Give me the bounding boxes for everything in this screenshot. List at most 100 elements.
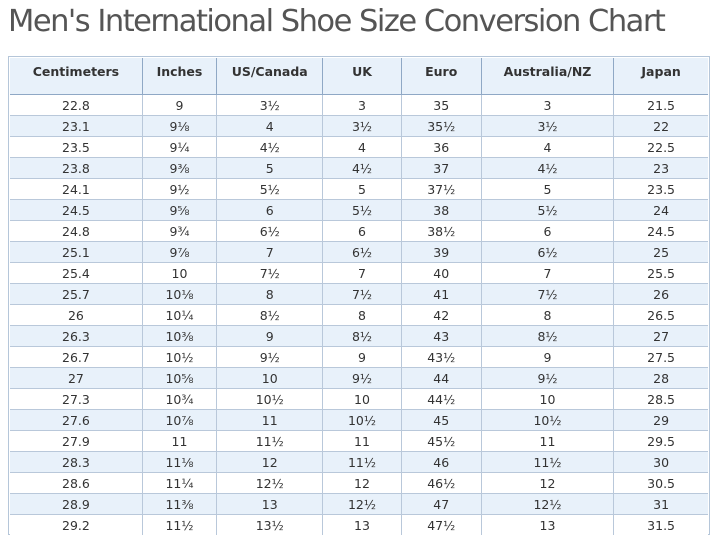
table-cell-us-canada: 12 [216, 451, 323, 473]
table-cell-australia-nz: 6½ [480, 241, 614, 263]
table-cell-japan: 30.5 [613, 472, 708, 494]
table-cell-euro: 37½ [400, 178, 482, 200]
table-cell-us-canada: 5½ [216, 178, 323, 200]
table-cell-euro: 47½ [400, 514, 482, 535]
table-row: 28.6 11¼ 12½ 12 46½ 12 30.5 [10, 472, 708, 494]
table-cell-japan: 29.5 [613, 430, 708, 452]
table-cell-euro: 35 [400, 94, 482, 116]
table-cell-inches: 10⅝ [141, 367, 217, 389]
table-cell-japan: 24.5 [613, 220, 708, 242]
table-row: 29.2 11½ 13½ 13 47½ 13 31.5 [10, 514, 708, 535]
table-cell-japan: 23 [613, 157, 708, 179]
table-cell-centimeters: 29.2 [10, 514, 143, 535]
table-cell-inches: 10⅜ [141, 325, 217, 347]
table-cell-australia-nz: 12 [480, 472, 614, 494]
size-conversion-table: Centimeters Inches US/Canada UK Euro Australi… [10, 58, 708, 535]
table-cell-australia-nz: 7½ [480, 283, 614, 305]
table-cell-japan: 22.5 [613, 136, 708, 158]
table-cell-centimeters: 27.3 [10, 388, 143, 410]
table-cell-japan: 30 [613, 451, 708, 473]
table-cell-uk: 6½ [322, 241, 402, 263]
table-cell-australia-nz: 3½ [480, 115, 614, 137]
table-cell-euro: 45 [400, 409, 482, 431]
table-cell-australia-nz: 11 [480, 430, 614, 452]
table-cell-australia-nz: 10 [480, 388, 614, 410]
page-title: Men's International Shoe Size Conversion… [8, 4, 666, 39]
table-cell-australia-nz: 6 [480, 220, 614, 242]
table-cell-euro: 42 [400, 304, 482, 326]
table-row: 26.3 10⅜ 9 8½ 43 8½ 27 [10, 325, 708, 347]
size-chart-frame: Centimeters Inches US/Canada UK Euro Australi… [8, 56, 710, 535]
table-cell-australia-nz: 11½ [480, 451, 614, 473]
table-cell-japan: 21.5 [613, 94, 708, 116]
table-cell-australia-nz: 4½ [480, 157, 614, 179]
table-cell-japan: 29 [613, 409, 708, 431]
table-cell-centimeters: 23.5 [10, 136, 143, 158]
table-cell-uk: 12 [322, 472, 402, 494]
table-cell-uk: 11½ [322, 451, 402, 473]
table-cell-japan: 24 [613, 199, 708, 221]
table-row: 23.5 9¼ 4½ 4 36 4 22.5 [10, 136, 708, 158]
table-cell-us-canada: 5 [216, 157, 323, 179]
column-header-euro: Euro [400, 58, 482, 95]
table-cell-uk: 3½ [322, 115, 402, 137]
table-cell-inches: 10¼ [141, 304, 217, 326]
table-cell-euro: 44½ [400, 388, 482, 410]
table-row: 25.7 10⅛ 8 7½ 41 7½ 26 [10, 283, 708, 305]
table-cell-inches: 9⅝ [141, 199, 217, 221]
table-cell-japan: 25 [613, 241, 708, 263]
column-header-australia-nz: Australia/NZ [480, 58, 614, 95]
table-cell-euro: 44 [400, 367, 482, 389]
table-cell-centimeters: 24.5 [10, 199, 143, 221]
column-header-centimeters: Centimeters [10, 58, 143, 95]
table-cell-inches: 11⅜ [141, 493, 217, 515]
table-cell-japan: 31.5 [613, 514, 708, 535]
table-cell-inches: 9¾ [141, 220, 217, 242]
table-cell-euro: 38½ [400, 220, 482, 242]
table-cell-us-canada: 9½ [216, 346, 323, 368]
table-cell-australia-nz: 3 [480, 94, 614, 116]
table-header-row: Centimeters Inches US/Canada UK Euro Australi… [10, 58, 708, 95]
table-cell-inches: 9¼ [141, 136, 217, 158]
table-cell-inches: 9⅜ [141, 157, 217, 179]
table-cell-uk: 4 [322, 136, 402, 158]
table-cell-centimeters: 27.6 [10, 409, 143, 431]
table-cell-uk: 5½ [322, 199, 402, 221]
table-row: 26.7 10½ 9½ 9 43½ 9 27.5 [10, 346, 708, 368]
column-header-uk: UK [322, 58, 402, 95]
table-cell-euro: 37 [400, 157, 482, 179]
table-row: 23.8 9⅜ 5 4½ 37 4½ 23 [10, 157, 708, 179]
table-cell-centimeters: 25.4 [10, 262, 143, 284]
table-cell-centimeters: 26.7 [10, 346, 143, 368]
table-cell-euro: 36 [400, 136, 482, 158]
table-cell-japan: 25.5 [613, 262, 708, 284]
table-cell-euro: 38 [400, 199, 482, 221]
table-cell-us-canada: 7½ [216, 262, 323, 284]
table-cell-centimeters: 25.7 [10, 283, 143, 305]
table-cell-us-canada: 12½ [216, 472, 323, 494]
table-cell-uk: 9 [322, 346, 402, 368]
table-row: 24.5 9⅝ 6 5½ 38 5½ 24 [10, 199, 708, 221]
table-cell-inches: 11 [141, 430, 217, 452]
table-cell-centimeters: 25.1 [10, 241, 143, 263]
table-cell-uk: 10 [322, 388, 402, 410]
table-cell-us-canada: 11 [216, 409, 323, 431]
table-cell-us-canada: 6½ [216, 220, 323, 242]
table-cell-australia-nz: 9½ [480, 367, 614, 389]
table-cell-uk: 5 [322, 178, 402, 200]
table-cell-centimeters: 28.9 [10, 493, 143, 515]
table-cell-uk: 9½ [322, 367, 402, 389]
table-row: 24.8 9¾ 6½ 6 38½ 6 24.5 [10, 220, 708, 242]
table-cell-japan: 26 [613, 283, 708, 305]
table-cell-euro: 47 [400, 493, 482, 515]
table-cell-euro: 46 [400, 451, 482, 473]
table-cell-centimeters: 27 [10, 367, 143, 389]
table-cell-inches: 9⅞ [141, 241, 217, 263]
table-cell-euro: 41 [400, 283, 482, 305]
table-cell-us-canada: 13 [216, 493, 323, 515]
table-cell-australia-nz: 13 [480, 514, 614, 535]
table-cell-centimeters: 23.8 [10, 157, 143, 179]
table-cell-inches: 10⅞ [141, 409, 217, 431]
table-cell-inches: 10½ [141, 346, 217, 368]
table-cell-inches: 10⅛ [141, 283, 217, 305]
